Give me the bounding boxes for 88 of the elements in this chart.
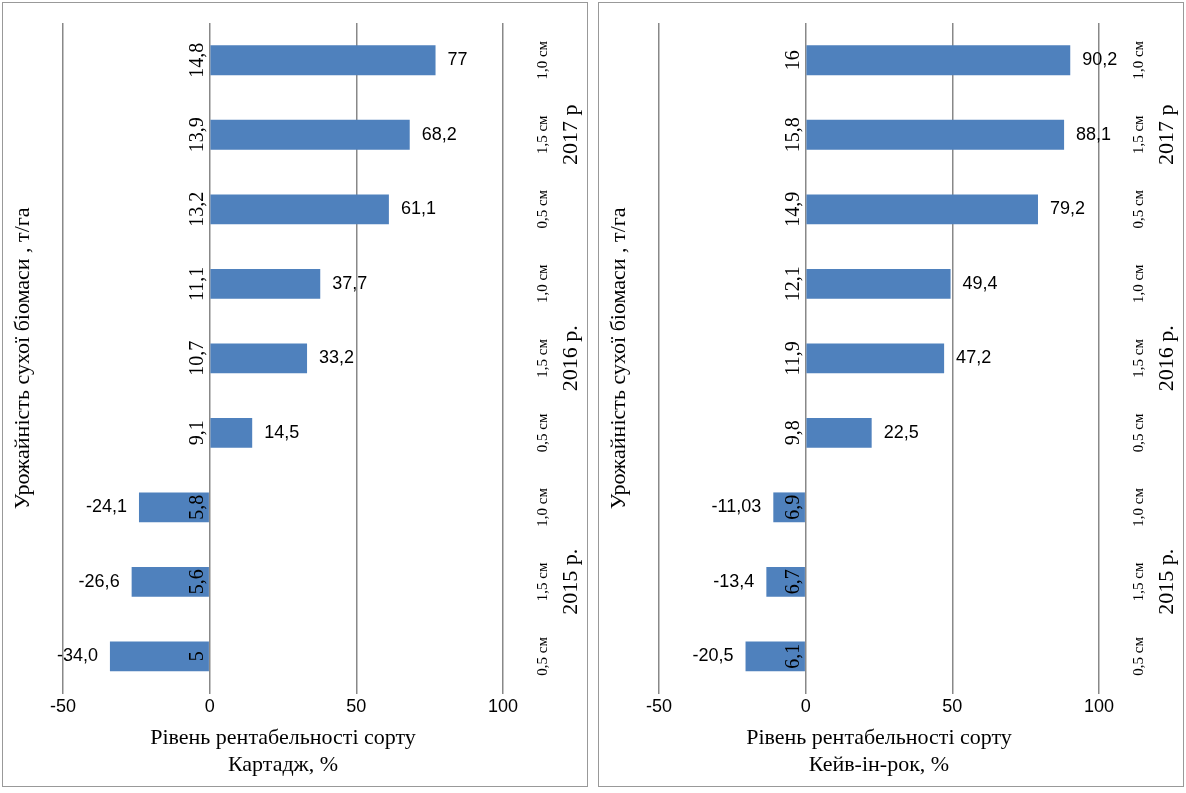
bar	[806, 417, 872, 448]
text: 2016 р.	[556, 325, 582, 392]
text: 2015 р.	[1152, 548, 1178, 615]
annotation: 6,1	[780, 643, 803, 669]
annotation: 6,7	[780, 569, 803, 595]
annotation: 12,1	[780, 266, 803, 302]
x-tick-label: 50	[346, 696, 367, 717]
annotation: 13,2	[184, 191, 207, 227]
y-tick-label: 1,5 см	[1129, 562, 1146, 602]
annotation: 9,8	[780, 420, 803, 446]
data-label: 88,1	[1076, 123, 1112, 144]
annotation: 6,9	[780, 494, 803, 520]
y-tick-label: 1,0 см	[533, 40, 550, 80]
bar	[806, 268, 951, 299]
annotation: 14,9	[780, 191, 803, 227]
annotation: 5,8	[184, 494, 207, 520]
y-tick-label: 0,5 см	[533, 189, 550, 229]
y-tick-label: 1,0 см	[533, 263, 550, 304]
y-tick-label: 1,5 см	[1129, 114, 1146, 155]
text: 2016 р.	[1152, 325, 1178, 392]
x-tick-label: 0	[204, 696, 215, 717]
bar	[210, 417, 253, 448]
data-label: 47,2	[956, 347, 992, 368]
x-axis-title: Рівень рентабельності сорту Кейв-ін-рок, %	[746, 724, 1012, 776]
x-tick-label: -50	[645, 696, 673, 717]
data-label: 68,2	[421, 123, 457, 144]
bar	[210, 343, 308, 374]
data-label: -34,0	[56, 645, 98, 666]
annotation: 10,7	[184, 340, 207, 376]
annotation: 16	[780, 50, 803, 71]
bar	[210, 45, 436, 76]
y-tick-label: 1,5 см	[533, 114, 550, 155]
bar	[806, 45, 1071, 76]
annotation: 14,8	[184, 42, 207, 78]
annotation: 11,1	[184, 266, 207, 301]
y-tick-label: 1,5 см	[533, 338, 550, 378]
annotation: 11,9	[780, 341, 803, 376]
bar	[806, 343, 945, 374]
y-axis-title: Урожайність сухої біомаси , т/га	[604, 207, 630, 510]
data-label: -13,4	[713, 570, 755, 591]
x-tick-label: 0	[800, 696, 811, 717]
data-label: -11,03	[711, 496, 762, 517]
data-label: 14,5	[264, 421, 300, 442]
data-label: 61,1	[400, 198, 436, 219]
data-label: 37,7	[332, 272, 368, 293]
annotation: 5,6	[184, 569, 207, 595]
y-tick-label: 0,5 см	[1129, 189, 1146, 229]
data-label: -26,6	[78, 570, 120, 591]
data-label: -20,5	[692, 645, 734, 666]
data-label: 79,2	[1049, 198, 1086, 219]
y-axis-title: Урожайність сухої біомаси , т/га	[8, 207, 34, 510]
bar	[806, 119, 1065, 150]
bar	[210, 194, 389, 225]
y-tick-label: 0,5 см	[533, 636, 550, 676]
data-label: 49,4	[962, 272, 998, 293]
bar	[138, 492, 209, 523]
y-tick-label: 0,5 см	[1129, 412, 1146, 453]
x-tick-label: 50	[942, 696, 963, 717]
y-tick-label: 1,0 см	[1129, 40, 1146, 80]
bar	[109, 641, 209, 672]
x-tick-label: 100	[487, 696, 519, 717]
annotation: 9,1	[184, 420, 207, 446]
data-label: -24,1	[85, 496, 127, 517]
bar	[806, 194, 1038, 225]
text: 2017 р	[556, 104, 582, 166]
y-tick-label: 0,5 см	[533, 412, 550, 453]
data-label: 77	[447, 49, 468, 70]
bar	[131, 566, 209, 597]
y-tick-label: 1,5 см	[1129, 338, 1146, 378]
x-axis-title: Рівень рентабельності сорту Картадж, %	[150, 724, 416, 776]
annotation: 5	[184, 651, 207, 662]
y-tick-label: 1,0 см	[533, 487, 550, 527]
y-tick-label: 1,5 см	[533, 562, 550, 602]
annotation: 13,9	[184, 117, 207, 153]
bar	[210, 268, 321, 299]
y-tick-label: 0,5 см	[1129, 636, 1146, 676]
text: 2017 р	[1152, 104, 1178, 166]
data-label: 33,2	[319, 347, 355, 368]
data-label: 22,5	[883, 421, 919, 442]
bar	[745, 641, 805, 672]
text: 2015 р.	[556, 548, 582, 615]
bar	[210, 119, 410, 150]
x-tick-label: -50	[49, 696, 77, 717]
annotation: 15,8	[780, 117, 803, 153]
y-tick-label: 1,0 см	[1129, 263, 1146, 304]
x-tick-label: 100	[1083, 696, 1115, 717]
data-label: 90,2	[1082, 49, 1118, 70]
y-tick-label: 1,0 см	[1129, 487, 1146, 527]
